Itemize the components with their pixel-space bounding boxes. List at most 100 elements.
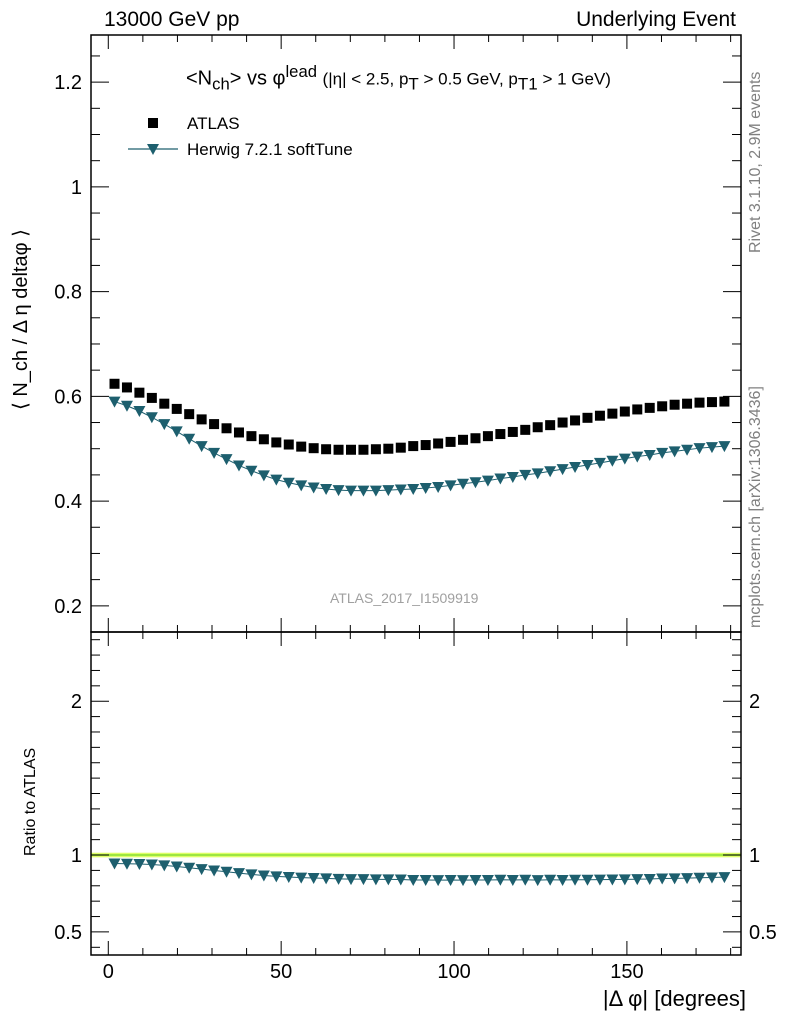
- plot-title-cond-c: > 1 GeV): [537, 69, 611, 89]
- plot-title-cond-b: > 0.5 GeV, p: [418, 69, 518, 89]
- data-point-herwig: [282, 477, 295, 489]
- x-tick-label: 150: [610, 961, 643, 983]
- data-point-atlas: [146, 392, 157, 403]
- ratio-data-point-herwig: [419, 874, 432, 886]
- ratio-data-point-herwig: [295, 872, 308, 884]
- data-point-atlas: [159, 398, 170, 409]
- data-point-atlas: [395, 442, 406, 453]
- data-point-herwig: [593, 457, 606, 469]
- data-point-herwig: [531, 468, 544, 480]
- plot-title-vs-sup: lead: [285, 62, 317, 81]
- ratio-data-point-herwig: [519, 874, 532, 886]
- x-tick-label: 50: [270, 961, 292, 983]
- main-y-tick-label: 0.8: [54, 282, 82, 304]
- plot-title-main-sub: ch: [212, 74, 230, 94]
- data-point-herwig: [481, 475, 494, 487]
- data-point-herwig: [469, 477, 482, 489]
- data-point-atlas: [607, 408, 618, 419]
- data-point-atlas: [706, 397, 717, 408]
- data-point-atlas: [246, 431, 257, 442]
- data-point-herwig: [407, 484, 420, 496]
- ratio-data-point-herwig: [257, 870, 270, 882]
- ratio-data-point-herwig: [407, 874, 420, 886]
- ratio-data-point-herwig: [120, 858, 133, 870]
- ratio-data-point-herwig: [618, 874, 631, 886]
- ratio-data-point-herwig: [531, 875, 544, 887]
- data-point-atlas: [507, 426, 518, 437]
- ratio-data-point-herwig: [332, 873, 345, 885]
- ratio-data-point-herwig: [569, 874, 582, 886]
- data-point-atlas: [632, 404, 643, 415]
- data-point-herwig: [519, 469, 532, 481]
- data-point-atlas: [346, 444, 356, 455]
- ratio-data-point-herwig: [270, 871, 283, 883]
- data-point-atlas: [308, 443, 319, 454]
- data-point-atlas: [532, 422, 543, 433]
- data-point-atlas: [545, 420, 556, 431]
- data-point-herwig: [394, 484, 407, 496]
- data-point-herwig: [681, 444, 694, 456]
- data-point-herwig: [693, 443, 706, 455]
- ratio-data-point-herwig: [170, 861, 183, 873]
- data-point-atlas: [296, 441, 307, 452]
- x-tick-label: 100: [437, 961, 470, 983]
- ratio-data-point-herwig: [394, 874, 407, 886]
- data-point-atlas: [619, 406, 630, 417]
- ratio-data-point-herwig: [108, 858, 121, 870]
- data-point-herwig: [332, 485, 345, 497]
- data-point-atlas: [458, 434, 469, 445]
- data-point-herwig: [506, 471, 519, 483]
- legend-marker-atlas: [148, 118, 158, 128]
- ratio-data-point-herwig: [606, 874, 619, 886]
- ratio-data-point-herwig: [208, 865, 221, 877]
- data-point-herwig: [494, 473, 507, 485]
- data-point-atlas: [121, 382, 132, 393]
- data-point-herwig: [606, 455, 619, 467]
- data-point-herwig: [245, 465, 258, 477]
- rivet-version-label: Rivet 3.1.10, 2.9M events: [747, 71, 764, 253]
- ratio-y-tick-label-left: 2: [71, 691, 82, 713]
- ratio-data-point-herwig: [345, 874, 357, 886]
- ratio-data-point-herwig: [668, 873, 681, 885]
- data-point-atlas: [408, 441, 419, 452]
- legend-label-herwig: Herwig 7.2.1 softTune: [187, 140, 353, 159]
- data-point-herwig: [668, 446, 681, 458]
- data-point-atlas: [184, 409, 195, 420]
- main-y-tick-label: 0.2: [54, 596, 82, 618]
- header-right-label: Underlying Event: [576, 8, 736, 31]
- data-point-herwig: [208, 447, 221, 459]
- header-left-label: 13000 GeV pp: [104, 8, 240, 31]
- data-point-herwig: [656, 447, 669, 459]
- ratio-data-point-herwig: [133, 858, 146, 870]
- data-point-herwig: [631, 451, 644, 463]
- data-point-herwig: [270, 474, 283, 486]
- data-point-herwig: [419, 482, 432, 494]
- mcplots-reference-label: mcplots.cern.ch [arXiv:1306.3436]: [747, 386, 764, 628]
- data-point-atlas: [333, 444, 344, 455]
- data-point-atlas: [209, 419, 220, 430]
- data-point-atlas: [495, 429, 506, 440]
- main-y-tick-label: 1.2: [54, 72, 82, 94]
- analysis-watermark: ATLAS_2017_I1509919: [330, 590, 479, 606]
- ratio-data-point-herwig: [432, 875, 445, 887]
- ratio-data-point-herwig: [631, 874, 644, 886]
- data-point-herwig: [183, 433, 196, 445]
- data-point-herwig: [643, 449, 656, 461]
- ratio-y-tick-label-right: 1: [749, 845, 760, 867]
- ratio-y-tick-label-left: 0.5: [54, 922, 82, 944]
- data-point-herwig: [195, 441, 208, 453]
- data-point-herwig: [432, 481, 445, 493]
- data-point-herwig: [369, 485, 382, 497]
- data-point-herwig: [581, 459, 594, 471]
- ratio-data-point-herwig: [382, 874, 395, 886]
- main-y-axis-title: ⟨ N_ch / Δ η deltaφ ⟩: [10, 229, 32, 410]
- ratio-data-point-herwig: [581, 874, 594, 886]
- data-point-herwig: [320, 484, 333, 496]
- legend-label-atlas: ATLAS: [187, 114, 240, 133]
- data-point-herwig: [718, 441, 731, 453]
- data-point-herwig: [705, 442, 718, 454]
- data-point-herwig: [357, 485, 370, 497]
- ratio-data-point-herwig: [369, 874, 382, 886]
- data-point-atlas: [370, 444, 381, 455]
- ratio-data-point-herwig: [282, 872, 295, 884]
